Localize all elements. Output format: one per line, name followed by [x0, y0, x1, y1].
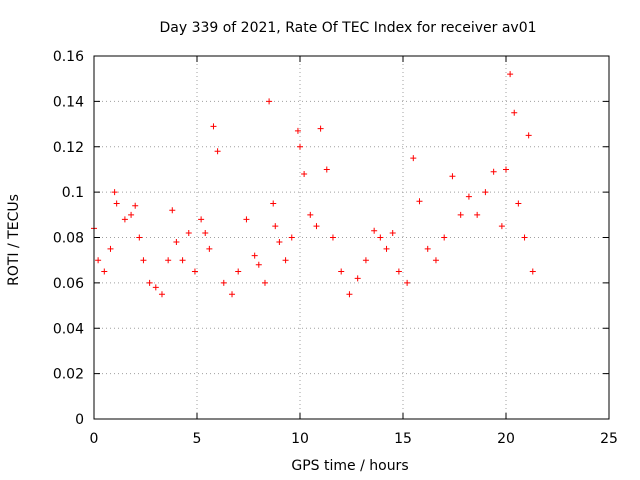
data-point — [173, 239, 180, 246]
data-point — [503, 166, 509, 173]
y-tick-label: 0.16 — [53, 49, 84, 65]
data-point — [179, 257, 186, 264]
data-point — [424, 245, 431, 252]
data-point — [354, 275, 361, 282]
data-point — [288, 234, 295, 241]
data-point — [146, 279, 153, 286]
x-tick-label: 5 — [193, 431, 202, 447]
data-point — [270, 200, 277, 207]
chart-title: Day 339 of 2021, Rate Of TEC Index for r… — [159, 20, 536, 36]
data-point — [261, 279, 268, 286]
x-axis-label: GPS time / hours — [291, 458, 408, 474]
data-point — [185, 229, 192, 236]
y-tick-label: 0.02 — [53, 367, 84, 383]
data-point — [101, 268, 108, 275]
y-tick-label: 0.1 — [62, 185, 84, 201]
x-tick-label: 15 — [394, 431, 412, 447]
data-point — [206, 245, 213, 252]
data-point — [329, 234, 336, 241]
data-point — [432, 257, 439, 264]
data-point — [317, 125, 324, 132]
data-point — [338, 268, 345, 275]
data-point — [474, 211, 481, 218]
data-point — [515, 200, 522, 207]
data-point — [191, 268, 198, 275]
data-point — [152, 284, 159, 291]
y-tick-label: 0.14 — [53, 94, 84, 110]
data-point — [449, 173, 456, 180]
data-point — [95, 257, 102, 264]
data-point — [490, 168, 497, 175]
data-point — [498, 223, 505, 230]
data-point — [136, 234, 143, 241]
data-point — [158, 291, 165, 298]
data-point — [371, 227, 378, 234]
data-point — [410, 155, 417, 162]
data-point — [313, 223, 320, 230]
data-point — [140, 257, 147, 264]
data-point — [346, 291, 353, 298]
data-point — [301, 170, 308, 177]
data-point — [389, 229, 396, 236]
data-point — [362, 257, 369, 264]
data-point — [214, 148, 221, 155]
data-point — [113, 200, 120, 207]
data-point — [121, 216, 128, 223]
data-point — [165, 257, 172, 264]
data-point — [243, 216, 250, 223]
data-point — [294, 127, 301, 134]
y-axis-label: ROTI / TECUs — [6, 194, 22, 286]
data-point — [235, 268, 242, 275]
data-point — [111, 189, 118, 196]
x-tick-labels: 0 5 10 15 20 25 — [90, 56, 618, 447]
data-point — [395, 268, 402, 275]
data-point — [276, 239, 283, 246]
data-point — [482, 189, 489, 196]
data-point — [229, 291, 236, 298]
x-tick-label: 0 — [90, 431, 99, 447]
y-tick-label: 0 — [75, 412, 84, 428]
x-tick-label: 20 — [497, 431, 515, 447]
data-point — [272, 223, 279, 230]
plot-frame — [93, 55, 610, 420]
data-point — [297, 143, 303, 150]
data-point — [441, 234, 448, 241]
data-point — [107, 245, 114, 252]
data-point — [383, 245, 390, 252]
data-point — [529, 268, 536, 275]
data-point — [202, 229, 209, 236]
y-tick-label: 0.12 — [53, 140, 84, 156]
data-point — [251, 252, 258, 259]
data-point — [132, 202, 139, 209]
y-tick-labels: 0 0.02 0.04 0.06 0.08 0.1 0.12 0.14 0.16 — [53, 49, 609, 428]
y-tick-label: 0.04 — [53, 321, 84, 337]
data-point — [198, 216, 205, 223]
data-point — [266, 98, 273, 105]
data-point — [220, 279, 227, 286]
data-point — [282, 257, 289, 264]
data-point — [416, 198, 423, 205]
data-point — [169, 207, 176, 214]
grid-lines — [94, 56, 609, 419]
data-point — [521, 234, 528, 241]
data-point — [525, 132, 532, 139]
data-point — [210, 123, 217, 130]
x-tick-label: 25 — [600, 431, 618, 447]
data-point — [465, 193, 472, 200]
data-point — [457, 211, 464, 218]
data-point — [404, 279, 411, 286]
data-point — [128, 211, 135, 218]
x-tick-label: 10 — [291, 431, 309, 447]
data-point — [507, 71, 514, 78]
data-point — [255, 261, 262, 268]
data-point — [511, 109, 518, 116]
scatter-points — [91, 71, 536, 298]
y-tick-label: 0.08 — [53, 231, 84, 247]
data-point — [377, 234, 384, 241]
data-point — [307, 211, 314, 218]
data-point — [323, 166, 330, 173]
y-tick-label: 0.06 — [53, 276, 84, 292]
